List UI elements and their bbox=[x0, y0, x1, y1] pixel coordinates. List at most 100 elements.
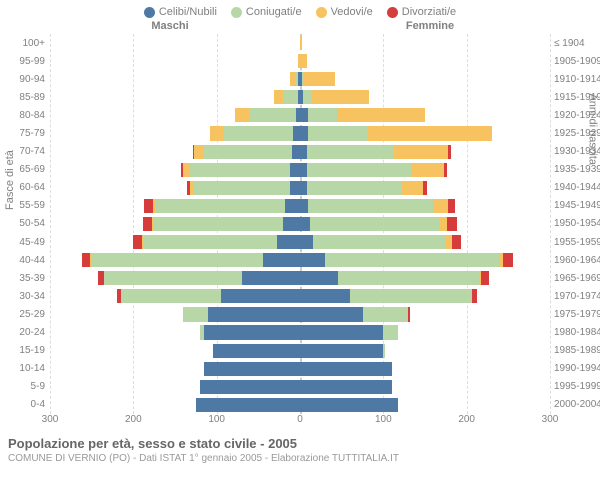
female-bar bbox=[300, 90, 550, 104]
female-bar bbox=[300, 217, 550, 231]
age-row: 90-941910-1914 bbox=[50, 70, 550, 88]
age-row: 60-641940-1944 bbox=[50, 179, 550, 197]
legend-label: Vedovi/e bbox=[331, 6, 373, 18]
male-bar bbox=[50, 72, 300, 86]
birth-label: 1945-1949 bbox=[554, 200, 600, 211]
age-label: 100+ bbox=[5, 38, 45, 49]
birth-label: 1985-1989 bbox=[554, 345, 600, 356]
female-bar bbox=[300, 307, 550, 321]
age-label: 0-4 bbox=[5, 399, 45, 410]
female-bar bbox=[300, 235, 550, 249]
male-bar bbox=[50, 325, 300, 339]
age-label: 25-29 bbox=[5, 309, 45, 320]
birth-label: 1980-1984 bbox=[554, 327, 600, 338]
age-label: 90-94 bbox=[5, 74, 45, 85]
age-label: 30-34 bbox=[5, 291, 45, 302]
x-axis: 3002001000100200300 bbox=[50, 414, 550, 430]
female-bar bbox=[300, 325, 550, 339]
birth-label: 1970-1974 bbox=[554, 291, 600, 302]
male-bar bbox=[50, 90, 300, 104]
male-bar bbox=[50, 36, 300, 50]
male-bar bbox=[50, 235, 300, 249]
birth-label: 1995-1999 bbox=[554, 381, 600, 392]
female-bar bbox=[300, 344, 550, 358]
legend: Celibi/Nubili Coniugati/e Vedovi/e Divorzia… bbox=[0, 0, 600, 20]
x-tick: 0 bbox=[297, 414, 303, 425]
female-bar bbox=[300, 362, 550, 376]
age-row: 85-891915-1919 bbox=[50, 88, 550, 106]
age-label: 85-89 bbox=[5, 92, 45, 103]
female-bar bbox=[300, 398, 550, 412]
age-label: 20-24 bbox=[5, 327, 45, 338]
male-bar bbox=[50, 398, 300, 412]
header-female: Femmine bbox=[300, 20, 600, 32]
birth-label: 1990-1994 bbox=[554, 363, 600, 374]
age-label: 65-69 bbox=[5, 164, 45, 175]
age-label: 70-74 bbox=[5, 146, 45, 157]
age-label: 35-39 bbox=[5, 273, 45, 284]
female-bar bbox=[300, 289, 550, 303]
birth-label: 1955-1959 bbox=[554, 237, 600, 248]
male-bar bbox=[50, 145, 300, 159]
male-bar bbox=[50, 217, 300, 231]
male-bar bbox=[50, 271, 300, 285]
male-bar bbox=[50, 54, 300, 68]
female-bar bbox=[300, 36, 550, 50]
chart-rows: 100+≤ 190495-991905-190990-941910-191485… bbox=[50, 34, 550, 414]
legend-swatch bbox=[387, 7, 398, 18]
age-label: 45-49 bbox=[5, 237, 45, 248]
age-row: 40-441960-1964 bbox=[50, 251, 550, 269]
age-row: 100+≤ 1904 bbox=[50, 34, 550, 52]
age-row: 25-291975-1979 bbox=[50, 305, 550, 323]
age-label: 5-9 bbox=[5, 381, 45, 392]
birth-label: 2000-2004 bbox=[554, 399, 600, 410]
legend-swatch bbox=[231, 7, 242, 18]
age-label: 60-64 bbox=[5, 182, 45, 193]
age-row: 15-191985-1989 bbox=[50, 342, 550, 360]
female-bar bbox=[300, 181, 550, 195]
legend-swatch bbox=[316, 7, 327, 18]
male-bar bbox=[50, 344, 300, 358]
age-row: 55-591945-1949 bbox=[50, 197, 550, 215]
male-bar bbox=[50, 253, 300, 267]
male-bar bbox=[50, 163, 300, 177]
birth-label: 1965-1969 bbox=[554, 273, 600, 284]
x-tick: 100 bbox=[375, 414, 392, 425]
legend-item: Celibi/Nubili bbox=[144, 6, 217, 18]
age-row: 70-741930-1934 bbox=[50, 143, 550, 161]
x-tick: 300 bbox=[542, 414, 559, 425]
legend-item: Vedovi/e bbox=[316, 6, 373, 18]
male-bar bbox=[50, 307, 300, 321]
female-bar bbox=[300, 253, 550, 267]
female-bar bbox=[300, 271, 550, 285]
age-row: 30-341970-1974 bbox=[50, 287, 550, 305]
birth-label: ≤ 1904 bbox=[554, 38, 600, 49]
male-bar bbox=[50, 108, 300, 122]
gender-headers: Maschi Femmine bbox=[0, 20, 600, 32]
birth-label: 1960-1964 bbox=[554, 255, 600, 266]
female-bar bbox=[300, 72, 550, 86]
birth-label: 1940-1944 bbox=[554, 182, 600, 193]
age-row: 35-391965-1969 bbox=[50, 269, 550, 287]
x-tick: 100 bbox=[208, 414, 225, 425]
female-bar bbox=[300, 108, 550, 122]
female-bar bbox=[300, 380, 550, 394]
male-bar bbox=[50, 126, 300, 140]
age-row: 10-141990-1994 bbox=[50, 360, 550, 378]
male-bar bbox=[50, 199, 300, 213]
age-row: 5-91995-1999 bbox=[50, 378, 550, 396]
legend-item: Divorziati/e bbox=[387, 6, 456, 18]
male-bar bbox=[50, 380, 300, 394]
birth-label: 1920-1924 bbox=[554, 110, 600, 121]
age-row: 80-841920-1924 bbox=[50, 106, 550, 124]
pyramid-chart: 100+≤ 190495-991905-190990-941910-191485… bbox=[50, 34, 550, 414]
female-bar bbox=[300, 163, 550, 177]
x-tick: 200 bbox=[125, 414, 142, 425]
age-label: 55-59 bbox=[5, 200, 45, 211]
female-bar bbox=[300, 199, 550, 213]
male-bar bbox=[50, 289, 300, 303]
x-tick: 300 bbox=[42, 414, 59, 425]
birth-label: 1975-1979 bbox=[554, 309, 600, 320]
legend-item: Coniugati/e bbox=[231, 6, 302, 18]
footer: Popolazione per età, sesso e stato civil… bbox=[0, 430, 600, 464]
